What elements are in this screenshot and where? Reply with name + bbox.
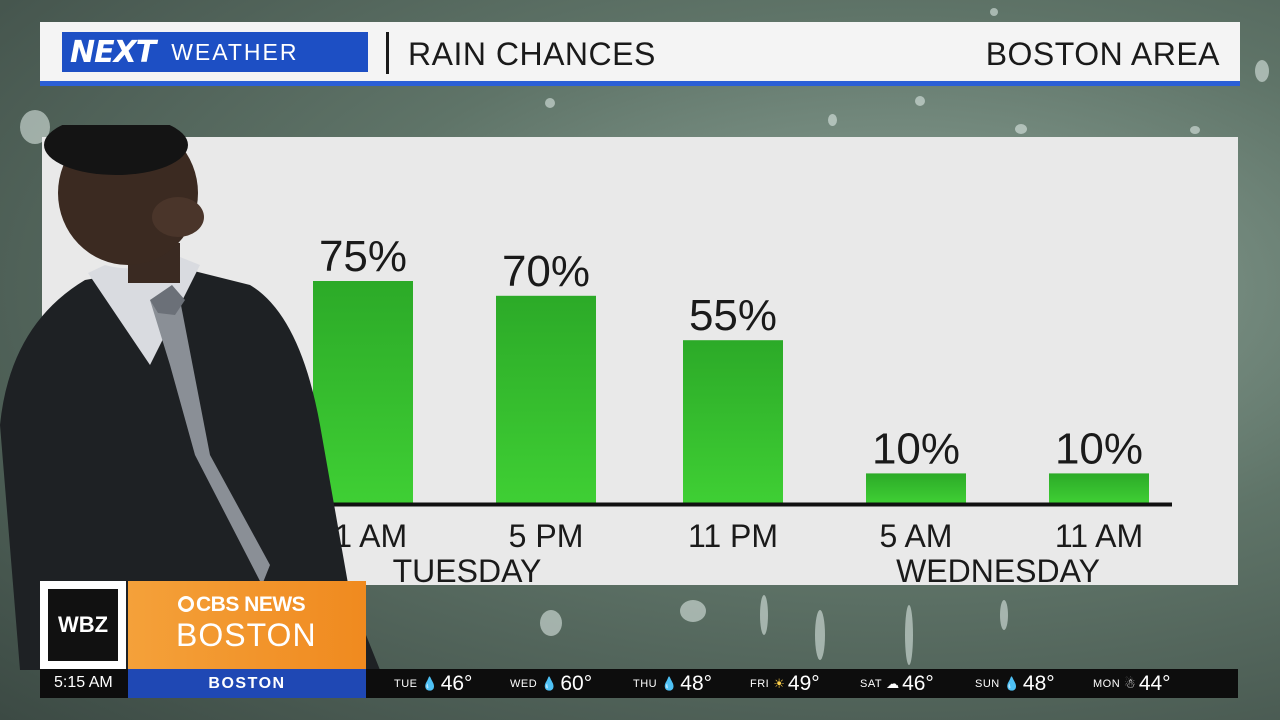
value-label-3: 10% (872, 424, 960, 473)
cbs-eye-icon (178, 596, 194, 612)
partly-sunny-icon: ☀ (773, 675, 785, 691)
ticker-day-sun: SUN 💧 48° (975, 669, 1055, 698)
bar-2 (683, 340, 783, 503)
ticker-temp: 60° (560, 671, 593, 695)
ticker-time: 5:15 AM (54, 674, 113, 691)
category-label-0: 11 AM (319, 518, 407, 554)
cbs-news-label: CBS NEWS (178, 593, 306, 617)
bar-0 (313, 281, 413, 503)
cloud-icon: ☁ (886, 675, 900, 691)
ticker-temp: 49° (787, 671, 820, 695)
ticker-day-tue: TUE 💧 46° (394, 669, 472, 698)
rain-icon: 💧 (661, 675, 678, 691)
day-group-label-0: TUESDAY (393, 553, 542, 585)
next-weather-logo: NEXT WEATHER (62, 32, 368, 72)
category-label-2: 11 PM (688, 518, 778, 554)
ticker-day-label: WED (510, 677, 538, 690)
location-label: BOSTON AREA (985, 36, 1220, 72)
ticker-temp: 46° (902, 671, 934, 695)
ticker-day-label: SUN (975, 677, 1000, 690)
snow-rain-icon: ☃ (1124, 675, 1136, 691)
ticker-city: BOSTON (128, 669, 366, 698)
ticker-temp: 48° (1022, 671, 1055, 695)
ticker-day-label: SAT (860, 677, 883, 690)
ticker-day-label: FRI (750, 677, 770, 690)
bar-4 (1049, 473, 1149, 503)
chart-panel: 75% 11 AM 70% 5 PM 55% 11 PM 10% 5 AM 10% 11 AM TU… (42, 137, 1238, 585)
ticker-day-fri: FRI ☀ 49° (750, 669, 820, 698)
wbz-logo: WBZ (40, 581, 126, 669)
day-group-label-1: WEDNESDAY (896, 553, 1100, 585)
bar-1 (496, 295, 596, 503)
value-label-1: 70% (502, 247, 590, 296)
rain-icon: 💧 (541, 675, 558, 691)
ticker-day-label: TUE (394, 677, 418, 690)
brand-city-label: BOSTON (176, 617, 317, 653)
rain-icon: 💧 (421, 675, 438, 691)
ticker-day-label: MON (1093, 677, 1121, 690)
category-label-4: 11 AM (1055, 518, 1143, 554)
ticker-temp: 46° (440, 671, 473, 695)
category-label-1: 5 PM (509, 518, 584, 554)
ticker-temp: 44° (1138, 671, 1171, 695)
wbz-logo-text: WBZ (48, 589, 118, 661)
bottom-ticker: 5:15 AM BOSTON TUE 💧 46° WED 💧 60° THU 💧 48° FRI ☀… (40, 669, 1238, 698)
ticker-day-wed: WED 💧 60° (510, 669, 592, 698)
category-label-3: 5 AM (880, 518, 953, 554)
logo-weather-text: WEATHER (171, 38, 299, 65)
value-label-4: 10% (1055, 424, 1143, 473)
header-bar: NEXT WEATHER RAIN CHANCES BOSTON AREA (40, 22, 1240, 86)
value-label-2: 55% (689, 291, 777, 340)
ticker-day-mon: MON ☃ 44° (1093, 669, 1171, 698)
rain-icon: 💧 (1003, 675, 1020, 691)
logo-next-text: NEXT (70, 34, 156, 70)
ticker-temp: 48° (680, 671, 713, 695)
header-divider (386, 32, 389, 74)
cbs-news-text: CBS NEWS (196, 593, 306, 616)
page-title: RAIN CHANCES (408, 36, 656, 72)
ticker-day-label: THU (633, 677, 658, 690)
cbs-news-boston-brand: CBS NEWS BOSTON (128, 581, 366, 669)
network-bug: WBZ CBS NEWS BOSTON (40, 581, 366, 669)
ticker-day-sat: SAT ☁ 46° (860, 669, 934, 698)
bar-3 (866, 473, 966, 503)
value-label-0: 75% (319, 232, 407, 281)
ticker-day-thu: THU 💧 48° (633, 669, 712, 698)
